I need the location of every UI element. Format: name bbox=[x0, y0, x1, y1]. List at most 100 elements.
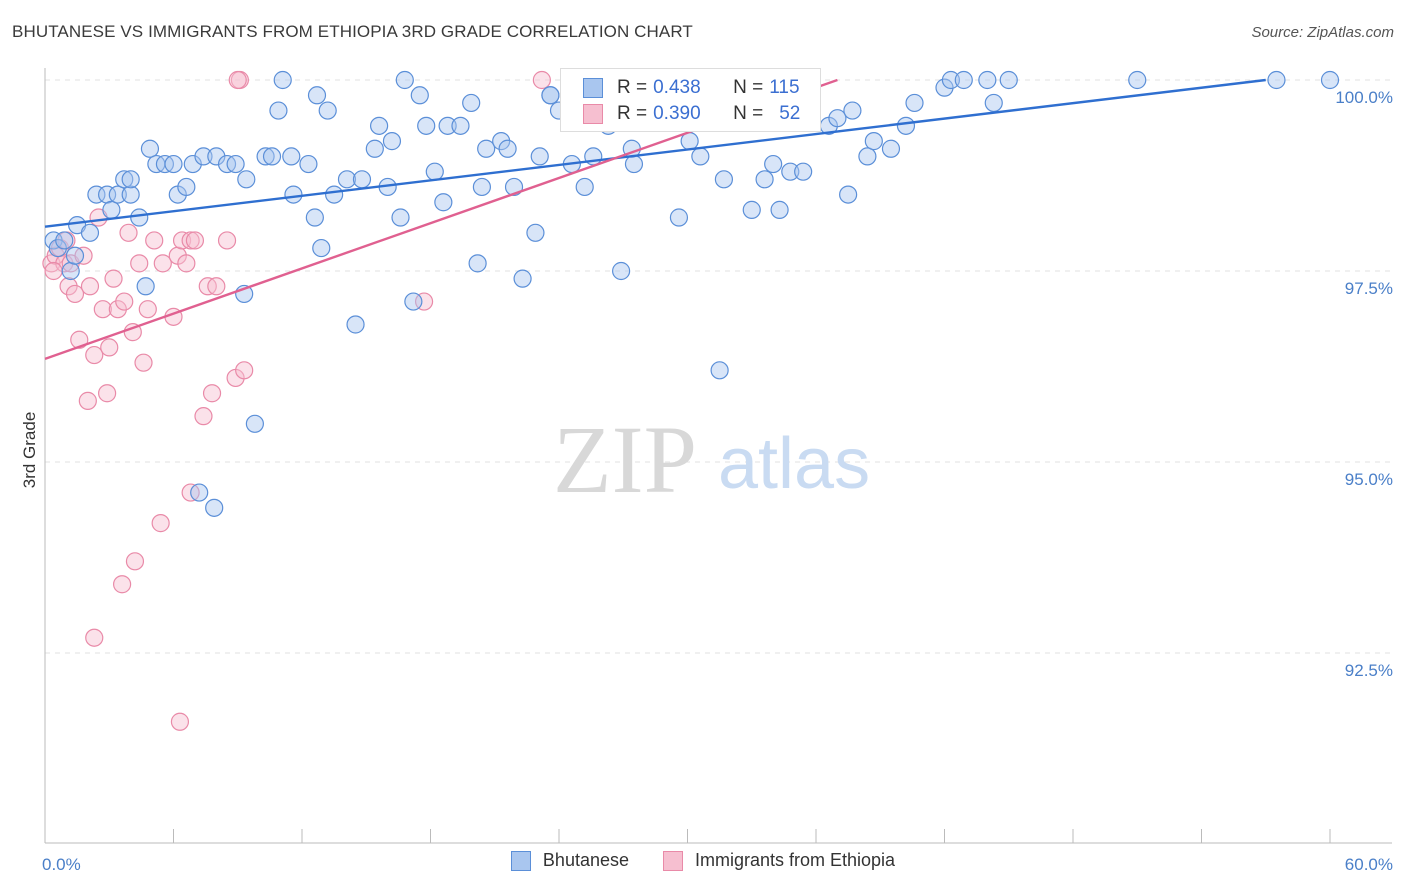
bhutanese-point[interactable] bbox=[434, 193, 453, 212]
bhutanese-point[interactable] bbox=[305, 208, 324, 227]
bhutanese-point[interactable] bbox=[325, 185, 344, 204]
bhutanese-point[interactable] bbox=[498, 139, 517, 158]
bhutanese-point[interactable] bbox=[858, 147, 877, 166]
bhutanese-point[interactable] bbox=[130, 208, 149, 227]
bhutanese-point[interactable] bbox=[391, 208, 410, 227]
bhutanese-point[interactable] bbox=[269, 101, 288, 120]
ethiopia-point[interactable] bbox=[138, 300, 157, 319]
bhutanese-point[interactable] bbox=[136, 277, 155, 296]
bhutanese-point[interactable] bbox=[237, 170, 256, 189]
ethiopia-point[interactable] bbox=[80, 277, 100, 296]
ethiopia-point[interactable] bbox=[170, 712, 190, 731]
bhutanese-point[interactable] bbox=[65, 246, 85, 265]
bhutanese-point[interactable] bbox=[624, 154, 644, 174]
ethiopia-point[interactable] bbox=[85, 345, 104, 365]
bhutanese-point[interactable] bbox=[410, 86, 429, 105]
ethiopia-point[interactable] bbox=[85, 628, 104, 647]
bhutanese-point[interactable] bbox=[843, 101, 862, 120]
bhutanese-point[interactable] bbox=[87, 185, 106, 204]
bhutanese-point[interactable] bbox=[262, 147, 282, 166]
bhutanese-point[interactable] bbox=[438, 116, 457, 135]
bhutanese-point[interactable] bbox=[365, 139, 384, 158]
ethiopia-point[interactable] bbox=[207, 277, 226, 296]
bhutanese-point[interactable] bbox=[462, 93, 481, 113]
bhutanese-point[interactable] bbox=[404, 292, 423, 311]
ethiopia-point[interactable] bbox=[93, 300, 112, 319]
bhutanese-point[interactable] bbox=[575, 177, 594, 197]
ethiopia-point[interactable] bbox=[70, 330, 89, 349]
ethiopia-point[interactable] bbox=[217, 231, 237, 250]
bhutanese-point[interactable] bbox=[1128, 70, 1147, 90]
bhutanese-point[interactable] bbox=[177, 177, 196, 197]
bhutanese-point[interactable] bbox=[935, 78, 954, 97]
bhutanese-point[interactable] bbox=[80, 223, 100, 242]
ethiopia-point[interactable] bbox=[104, 269, 123, 288]
ethiopia-point[interactable] bbox=[78, 391, 97, 410]
ethiopia-point[interactable] bbox=[228, 70, 247, 90]
ethiopia-point[interactable] bbox=[59, 277, 78, 296]
bhutanese-point[interactable] bbox=[164, 154, 183, 174]
bhutanese-point[interactable] bbox=[513, 269, 532, 288]
bhutanese-point[interactable] bbox=[425, 162, 444, 181]
ethiopia-point[interactable] bbox=[532, 70, 551, 90]
bhutanese-point[interactable] bbox=[299, 154, 318, 174]
bhutanese-point[interactable] bbox=[905, 93, 924, 113]
bhutanese-point[interactable] bbox=[954, 70, 973, 90]
bhutanese-point[interactable] bbox=[346, 315, 365, 334]
bhutanese-point[interactable] bbox=[382, 132, 402, 151]
bhutanese-point[interactable] bbox=[194, 147, 213, 166]
bhutanese-point[interactable] bbox=[245, 414, 264, 433]
bhutanese-point[interactable] bbox=[61, 261, 80, 281]
ethiopia-point[interactable] bbox=[134, 353, 153, 372]
ethiopia-point[interactable] bbox=[235, 361, 254, 380]
bhutanese-point[interactable] bbox=[978, 70, 997, 90]
ethiopia-point[interactable] bbox=[44, 261, 63, 281]
bhutanese-point[interactable] bbox=[102, 200, 121, 219]
bhutanese-point[interactable] bbox=[121, 185, 140, 204]
bhutanese-point[interactable] bbox=[492, 132, 511, 151]
ethiopia-point[interactable] bbox=[108, 300, 127, 319]
bhutanese-point[interactable] bbox=[352, 170, 372, 189]
bhutanese-point[interactable] bbox=[755, 170, 774, 189]
ethiopia-point[interactable] bbox=[130, 254, 149, 273]
bhutanese-point[interactable] bbox=[864, 132, 883, 151]
ethiopia-point[interactable] bbox=[100, 338, 119, 357]
bhutanese-point[interactable] bbox=[417, 116, 436, 135]
bhutanese-point[interactable] bbox=[451, 116, 470, 135]
bhutanese-point[interactable] bbox=[205, 498, 224, 517]
bhutanese-point[interactable] bbox=[284, 185, 303, 204]
ethiopia-point[interactable] bbox=[115, 292, 134, 311]
bhutanese-point[interactable] bbox=[307, 86, 327, 105]
bhutanese-point[interactable] bbox=[984, 93, 1003, 113]
bhutanese-point[interactable] bbox=[226, 154, 245, 174]
bhutanese-point[interactable] bbox=[1320, 70, 1340, 90]
bhutanese-point[interactable] bbox=[48, 238, 67, 258]
bhutanese-point[interactable] bbox=[395, 70, 414, 90]
bhutanese-point[interactable] bbox=[468, 254, 487, 273]
ethiopia-point[interactable] bbox=[414, 292, 434, 311]
bhutanese-point[interactable] bbox=[794, 162, 813, 181]
bhutanese-point[interactable] bbox=[337, 170, 357, 189]
legend-item-bhutanese[interactable]: Bhutanese bbox=[510, 850, 629, 871]
bhutanese-point[interactable] bbox=[541, 86, 560, 105]
bhutanese-point[interactable] bbox=[781, 162, 800, 181]
bhutanese-point[interactable] bbox=[115, 170, 134, 189]
bhutanese-point[interactable] bbox=[839, 185, 858, 204]
ethiopia-point[interactable] bbox=[119, 223, 138, 242]
bhutanese-point[interactable] bbox=[472, 177, 491, 197]
ethiopia-point[interactable] bbox=[202, 384, 222, 403]
ethiopia-point[interactable] bbox=[65, 284, 85, 304]
ethiopia-point[interactable] bbox=[125, 552, 145, 571]
bhutanese-point[interactable] bbox=[999, 70, 1018, 90]
ethiopia-point[interactable] bbox=[177, 254, 196, 273]
ethiopia-point[interactable] bbox=[194, 407, 213, 426]
ethiopia-point[interactable] bbox=[153, 254, 172, 273]
bhutanese-point[interactable] bbox=[896, 116, 916, 135]
ethiopia-point[interactable] bbox=[185, 231, 205, 250]
bhutanese-point[interactable] bbox=[312, 238, 331, 258]
bhutanese-point[interactable] bbox=[477, 139, 496, 158]
bhutanese-point[interactable] bbox=[764, 154, 783, 174]
bhutanese-point[interactable] bbox=[273, 70, 292, 90]
ethiopia-point[interactable] bbox=[112, 575, 132, 594]
bhutanese-point[interactable] bbox=[55, 231, 74, 250]
